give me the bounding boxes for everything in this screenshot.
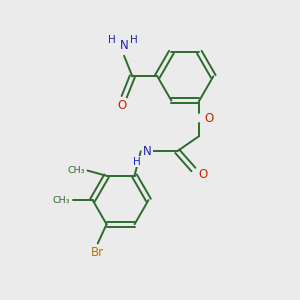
Text: N: N [120, 39, 128, 52]
Text: H: H [133, 157, 141, 166]
Text: CH₃: CH₃ [68, 166, 85, 175]
Text: H: H [108, 34, 116, 45]
Text: H: H [130, 34, 137, 45]
Text: CH₃: CH₃ [53, 196, 70, 205]
Text: Br: Br [91, 246, 104, 259]
Text: N: N [143, 145, 152, 158]
Text: O: O [198, 168, 208, 181]
Text: O: O [204, 112, 213, 125]
Text: O: O [117, 99, 126, 112]
